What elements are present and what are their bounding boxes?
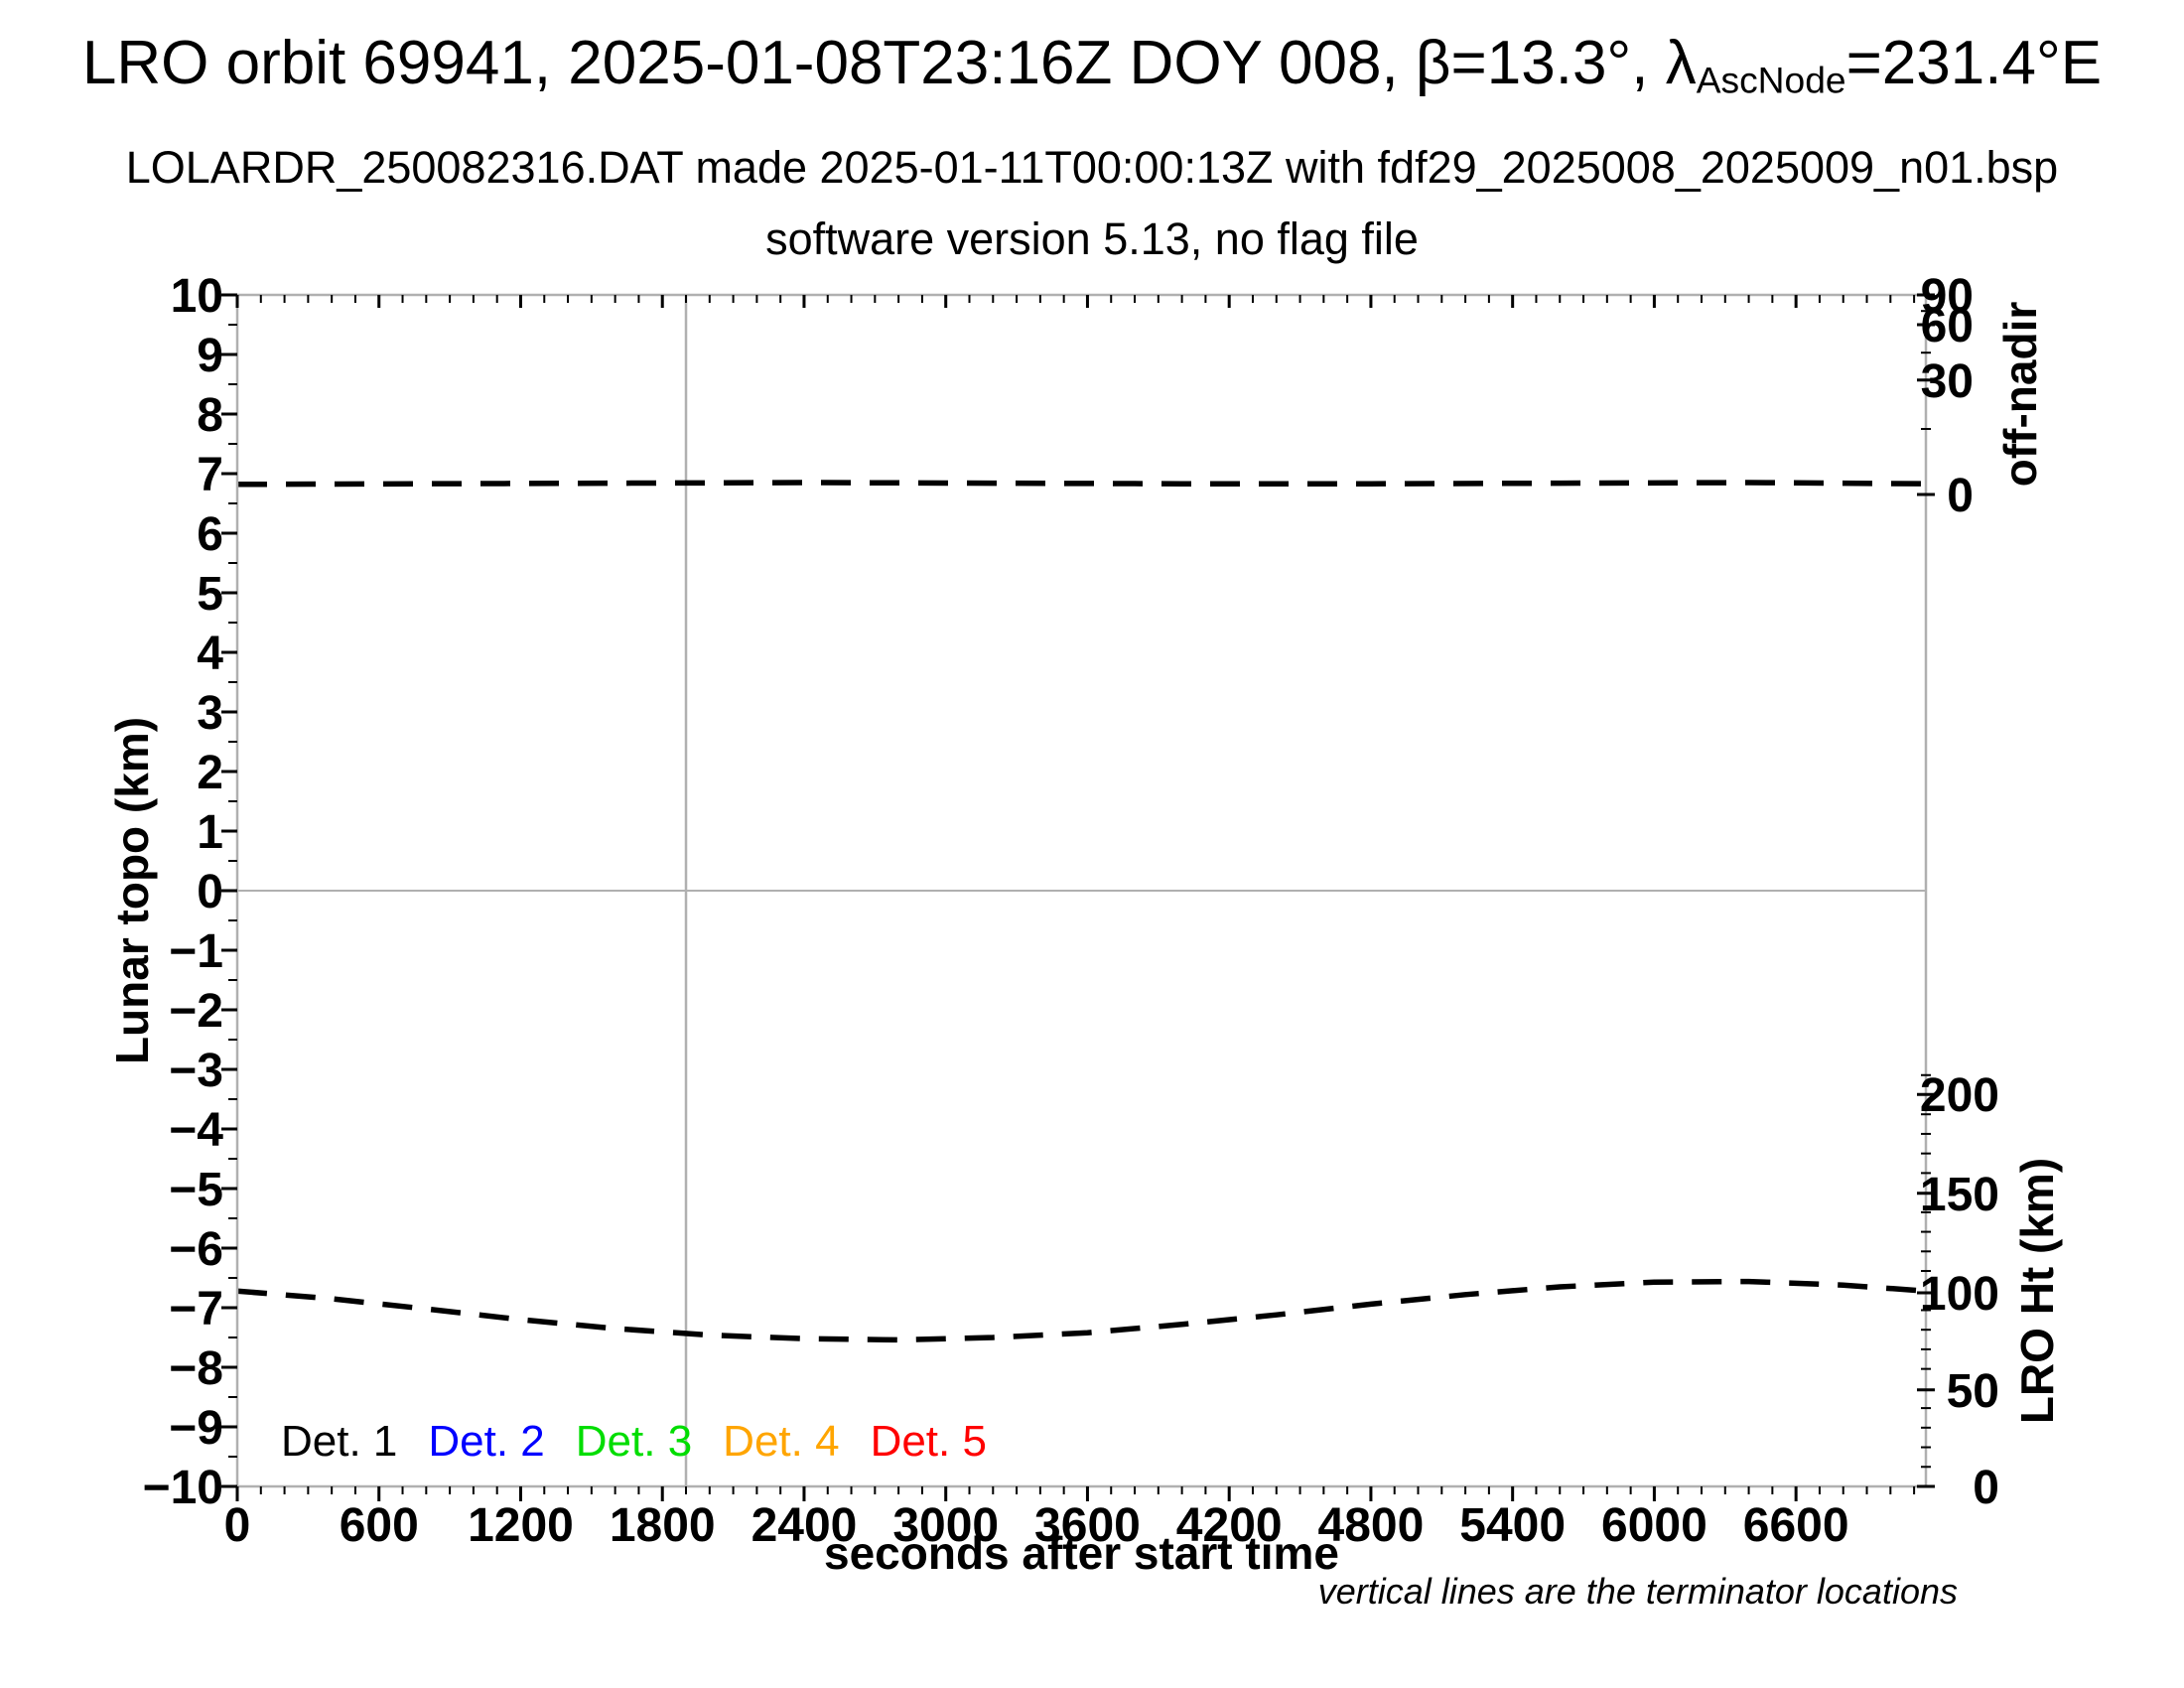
lro-ht-tick-label: 150 bbox=[1920, 1169, 1999, 1221]
y-left-tick-label: 8 bbox=[197, 389, 223, 442]
x-tick-label: 1800 bbox=[610, 1499, 716, 1552]
legend-item-det-1: Det. 1 bbox=[281, 1417, 398, 1466]
y-left-tick-label: −3 bbox=[169, 1045, 223, 1097]
y-axis-label-left: Lunar topo (km) bbox=[106, 716, 158, 1065]
x-axis-label: seconds after start time bbox=[824, 1527, 1339, 1579]
y-left-tick-label: 10 bbox=[171, 270, 223, 323]
x-tick-label: 4800 bbox=[1318, 1499, 1425, 1552]
x-tick-label: 6600 bbox=[1743, 1499, 1849, 1552]
y-axis-label-offnadir: off-nadir bbox=[1994, 301, 2046, 488]
offnadir-tick-label: 60 bbox=[1921, 300, 1974, 352]
terminator-footnote: vertical lines are the terminator locati… bbox=[1317, 1571, 1958, 1612]
y-left-tick-label: 0 bbox=[197, 866, 223, 918]
y-axis-label-lro-height: LRO Ht (km) bbox=[2011, 1157, 2063, 1425]
y-left-tick-label: −9 bbox=[169, 1402, 223, 1455]
x-tick-label: 0 bbox=[224, 1499, 251, 1552]
y-left-tick-label: 9 bbox=[197, 330, 223, 382]
subtitle-software-version: software version 5.13, no flag file bbox=[765, 213, 1419, 264]
y-left-tick-label: 2 bbox=[197, 747, 223, 799]
y-left-tick-label: 7 bbox=[197, 449, 223, 501]
y-left-tick-label: 6 bbox=[197, 508, 223, 561]
lambda-subscript: AscNode bbox=[1696, 59, 1846, 101]
lro-ht-tick-label: 200 bbox=[1920, 1069, 1999, 1122]
x-tick-label: 3000 bbox=[892, 1499, 999, 1552]
title-suffix: =231.4°E bbox=[1845, 29, 2103, 97]
legend-item-det-5: Det. 5 bbox=[870, 1417, 987, 1466]
legend-item-det-2: Det. 2 bbox=[428, 1417, 545, 1466]
x-tick-label: 6000 bbox=[1601, 1499, 1707, 1552]
y-left-tick-label: −6 bbox=[169, 1223, 223, 1276]
subtitle-file-info: LOLARDR_250082316.DAT made 2025-01-11T00… bbox=[125, 142, 2059, 193]
lro-ht-tick-label: 50 bbox=[1947, 1365, 1999, 1418]
lro-ht-tick-label: 0 bbox=[1973, 1462, 1999, 1514]
offnadir-tick-label: 30 bbox=[1921, 355, 1974, 408]
x-tick-label: 1200 bbox=[468, 1499, 574, 1552]
legend-item-det-4: Det. 4 bbox=[723, 1417, 840, 1466]
title-text: LRO orbit 69941, 2025-01-08T23:16Z DOY 0… bbox=[81, 29, 1666, 97]
offnadir-tick-label: 90 bbox=[1921, 270, 1974, 323]
y-left-tick-label: −8 bbox=[169, 1342, 223, 1395]
y-left-tick-label: 3 bbox=[197, 687, 223, 740]
curve-lro-height bbox=[236, 1278, 1927, 1343]
y-left-tick-label: −5 bbox=[169, 1164, 223, 1216]
y-left-tick-label: 1 bbox=[197, 806, 223, 859]
x-tick-label: 600 bbox=[340, 1499, 419, 1552]
offnadir-tick-label: 0 bbox=[1947, 470, 1974, 522]
x-tick-label: 4200 bbox=[1176, 1499, 1283, 1552]
y-left-tick-label: −7 bbox=[169, 1283, 223, 1336]
lambda-symbol: λ bbox=[1665, 29, 1697, 97]
x-tick-label: 5400 bbox=[1459, 1499, 1566, 1552]
legend-item-det-3: Det. 3 bbox=[575, 1417, 693, 1466]
x-tick-label: 3600 bbox=[1034, 1499, 1141, 1552]
lro-ht-tick-label: 100 bbox=[1920, 1268, 1999, 1321]
y-left-tick-label: 4 bbox=[197, 628, 223, 680]
y-left-tick-label: −4 bbox=[169, 1104, 223, 1157]
y-left-tick-label: −10 bbox=[143, 1462, 223, 1514]
curve-off-nadir-angle bbox=[236, 480, 1927, 488]
x-tick-label: 2400 bbox=[751, 1499, 858, 1552]
detector-legend: Det. 1 Det. 2 Det. 3 Det. 4 Det. 5 bbox=[281, 1417, 987, 1467]
y-left-tick-label: −2 bbox=[169, 985, 223, 1038]
y-left-tick-label: −1 bbox=[169, 925, 223, 978]
y-left-tick-label: 5 bbox=[197, 568, 223, 621]
figure-title: LRO orbit 69941, 2025-01-08T23:16Z DOY 0… bbox=[0, 29, 2184, 101]
